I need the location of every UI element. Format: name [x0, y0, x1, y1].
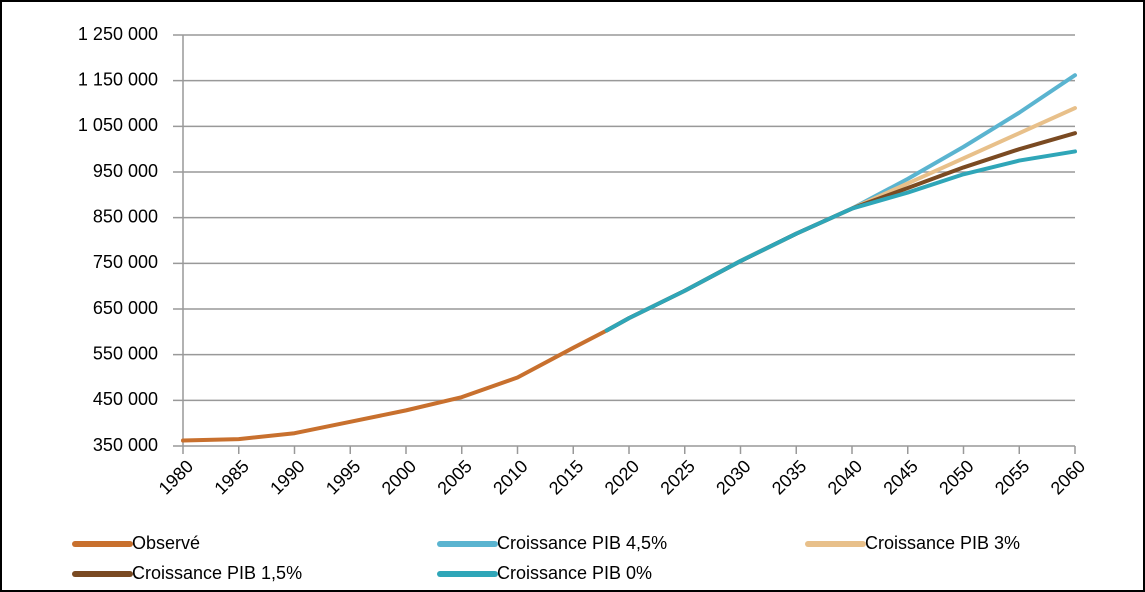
- y-tick-label: 1 150 000: [78, 69, 158, 89]
- legend-label: Croissance PIB 3%: [865, 533, 1020, 553]
- series-line: [604, 149, 1077, 333]
- legend-label: Observé: [132, 533, 200, 553]
- series-line: [181, 328, 609, 443]
- legend-label: Croissance PIB 4,5%: [497, 533, 667, 553]
- y-tick-label: 850 000: [93, 206, 158, 226]
- y-tick-label: 350 000: [93, 435, 158, 455]
- y-tick-label: 1 250 000: [78, 24, 158, 44]
- legend-label: Croissance PIB 0%: [497, 563, 652, 583]
- y-tick-label: 550 000: [93, 343, 158, 363]
- y-tick-label: 750 000: [93, 252, 158, 272]
- legend-label: Croissance PIB 1,5%: [132, 563, 302, 583]
- y-tick-label: 950 000: [93, 161, 158, 181]
- y-tick-label: 450 000: [93, 389, 158, 409]
- y-tick-label: 650 000: [93, 298, 158, 318]
- y-tick-label: 1 050 000: [78, 115, 158, 135]
